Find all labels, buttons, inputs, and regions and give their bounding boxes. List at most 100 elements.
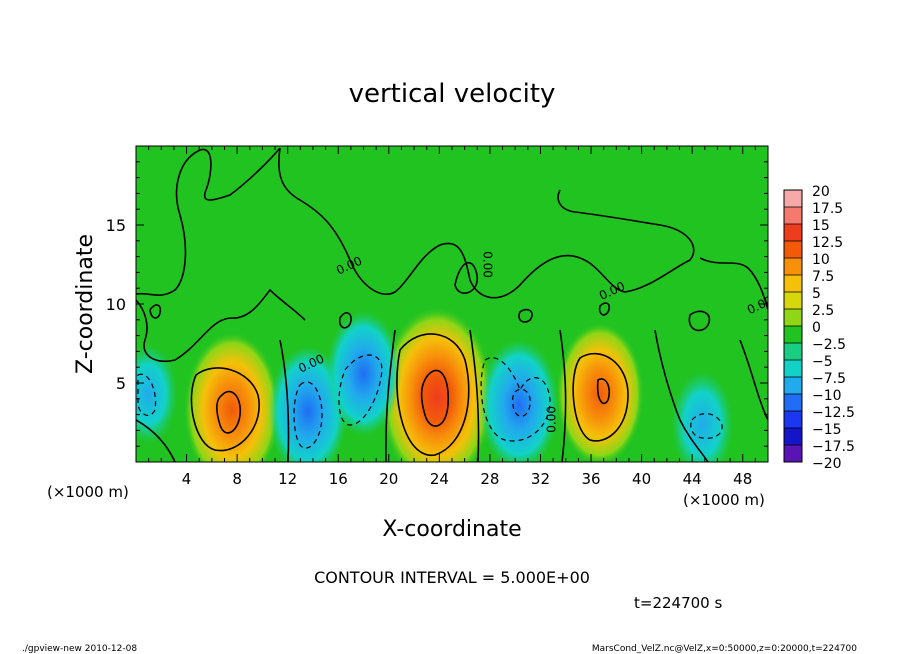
- x-unit-left: (×1000 m): [47, 483, 129, 501]
- velocity-feature-8: [136, 344, 178, 444]
- y-tick-label: 5: [116, 374, 126, 393]
- colorbar-segment: [784, 394, 802, 411]
- left-zero-contour: [279, 339, 290, 462]
- colorbar-labels: 2017.51512.5107.552.50−2.5−5−7.5−10−12.5…: [812, 184, 855, 472]
- colorbar-segment: [784, 326, 802, 343]
- colorbar-label: −15: [812, 422, 842, 438]
- x-axis-label: X-coordinate: [382, 517, 521, 542]
- upper-zero-contour-2: [278, 147, 695, 299]
- right-edge-zero-contour: [739, 339, 768, 421]
- right-lower-zero-contour: [654, 329, 709, 462]
- velocity-feature-2: [379, 306, 495, 462]
- x-tick-label: 20: [379, 470, 398, 488]
- noise-contour-4: [598, 302, 611, 316]
- pos-contour-2: [396, 333, 470, 456]
- colorbar-segment: [784, 428, 802, 445]
- plot-area: 0.00 0.000.000.000.000.00: [136, 146, 768, 462]
- velocity-feature-7: [671, 371, 734, 462]
- colorbar-segment: [784, 360, 802, 377]
- neg-contour-3: [480, 357, 551, 442]
- neg-contour-6: [512, 388, 531, 417]
- x-tick-label: 48: [733, 470, 752, 488]
- pos-contour-4: [216, 390, 242, 434]
- center-right-zero-contour: [559, 329, 567, 462]
- contour-label-2: 0.00: [481, 251, 495, 278]
- noise-contour-6: [454, 261, 478, 294]
- footer-left: ./gpview-new 2010-12-08: [22, 644, 137, 654]
- colorbar-label: 2.5: [812, 303, 834, 319]
- x-tick-label: 40: [632, 470, 651, 488]
- colorbar-label: 12.5: [812, 235, 843, 251]
- colorbar-label: 7.5: [812, 269, 834, 285]
- colorbar-segment: [784, 377, 802, 394]
- mid-zero-contour: [136, 288, 306, 362]
- zero-contours: [136, 147, 768, 462]
- x-tick-label: 28: [480, 470, 499, 488]
- lower-left-zero-contour: [136, 419, 176, 462]
- contour-label-4: 0.00: [545, 406, 559, 433]
- noise-contour-5: [688, 310, 711, 332]
- colorbar-segment: [784, 190, 802, 207]
- x-tick-label: 24: [430, 470, 449, 488]
- y-tick-label: 15: [106, 216, 126, 235]
- colorbar-label: −12.5: [812, 405, 855, 421]
- x-tick-label: 32: [531, 470, 550, 488]
- x-tick-label: 16: [329, 470, 348, 488]
- center-left-zero-contour: [385, 329, 396, 462]
- footer-right: MarsCond_VelZ.nc@VelZ,x=0:50000,z=0:2000…: [592, 644, 857, 654]
- colorbar-segment: [784, 241, 802, 258]
- colorbar-label: −10: [812, 388, 842, 404]
- colorbar-segment: [784, 207, 802, 224]
- x-tick-label: 44: [683, 470, 702, 488]
- pos-contour-1: [190, 367, 260, 452]
- chart-title: vertical velocity: [349, 79, 556, 109]
- colorbar-segment: [784, 309, 802, 326]
- colorbar-label: 20: [812, 184, 830, 200]
- x-tick-label: 36: [581, 470, 600, 488]
- velocity-feature-5: [326, 311, 401, 436]
- velocity-feature-3: [555, 322, 644, 462]
- velocity-features: [136, 306, 734, 462]
- right-zero-contour: [699, 257, 768, 311]
- y-axis-ticks: 5 10 15: [106, 161, 768, 447]
- colorbar-segment: [784, 258, 802, 275]
- x-unit-right: (×1000 m): [683, 491, 765, 509]
- neg-contour-1: [293, 381, 323, 449]
- colorbar-label: 17.5: [812, 201, 843, 217]
- x-tick-label: 4: [182, 470, 192, 488]
- colorbar-segment: [784, 224, 802, 241]
- upper-zero-contour: [136, 147, 281, 296]
- colorbar-label: −20: [812, 456, 842, 472]
- noise-contour-2: [338, 312, 352, 329]
- noise-contour-1: [149, 304, 162, 319]
- colorbar-label: 15: [812, 218, 830, 234]
- velocity-feature-1: [183, 331, 281, 462]
- colorbar-label: 10: [812, 252, 830, 268]
- colorbar-segment: [784, 411, 802, 428]
- colorbar-label: −5: [812, 354, 833, 370]
- x-axis-ticks: 4 8 12 16 20 24 28 32 36 40 44 48: [148, 146, 756, 488]
- colorbar-segment: [784, 343, 802, 360]
- x-tick-label: 8: [232, 470, 242, 488]
- colorbar-segment: [784, 275, 802, 292]
- colorbar-segment-last: [784, 445, 802, 462]
- neg-contour-4: [690, 413, 723, 439]
- neg-contour-2: [338, 354, 383, 426]
- contour-interval-text: CONTOUR INTERVAL = 5.000E+00: [314, 568, 590, 587]
- colorbar: [783, 189, 803, 463]
- colorbar-label: 5: [812, 286, 821, 302]
- pos-contour-6: [596, 378, 611, 405]
- pos-contour-3: [572, 352, 629, 442]
- time-stamp: t=224700 s: [634, 594, 722, 612]
- colorbar-label: −2.5: [812, 337, 846, 353]
- neg-contour-5: [137, 373, 157, 417]
- colorbar-label: −7.5: [812, 371, 846, 387]
- colorbar-segment: [784, 292, 802, 309]
- center-zero-contour: [469, 329, 480, 462]
- colorbar-label: 0: [812, 320, 821, 336]
- y-axis-label: Z-coordinate: [73, 234, 98, 374]
- pos-contour-5: [420, 369, 450, 427]
- y-tick-label: 10: [106, 295, 126, 314]
- velocity-feature-6: [479, 339, 559, 462]
